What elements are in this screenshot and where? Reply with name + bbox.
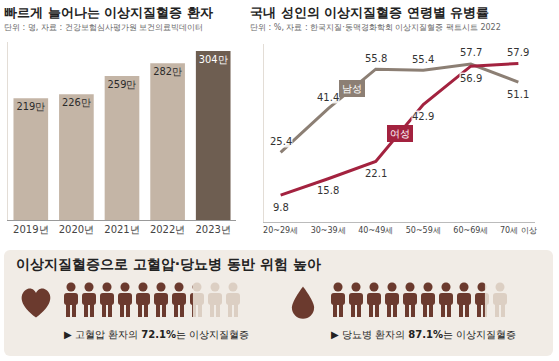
svg-text:15.8: 15.8 <box>317 185 339 196</box>
svg-text:304만: 304만 <box>199 54 228 65</box>
svg-text:70세 이상: 70세 이상 <box>500 226 537 235</box>
svg-text:219만: 219만 <box>16 101 45 112</box>
svg-text:9.8: 9.8 <box>273 202 289 213</box>
svg-text:41.4: 41.4 <box>317 92 339 103</box>
svg-text:40~49세: 40~49세 <box>358 226 393 235</box>
svg-text:여성: 여성 <box>390 128 410 139</box>
html-text:▶ 당뇨병 환자의87.1%는 이상지질혈증: ▶ 당뇨병 환자의87.1%는 이상지질혈증 <box>331 329 517 340</box>
svg-text:남성: 남성 <box>342 83 362 94</box>
svg-text:57.7: 57.7 <box>460 47 482 58</box>
svg-text:30~39세: 30~39세 <box>311 226 346 235</box>
html-text:빠르게 늘어나는 이상지질혈증 환자: 빠르게 늘어나는 이상지질혈증 환자 <box>4 5 213 20</box>
svg-text:55.8: 55.8 <box>365 53 387 64</box>
svg-text:57.9: 57.9 <box>507 47 529 58</box>
svg-text:282만: 282만 <box>153 66 182 77</box>
html-text:국내 성인의 이상지질혈증 연령별 유병률: 국내 성인의 이상지질혈증 연령별 유병률 <box>250 5 490 20</box>
svg-text:20~29세: 20~29세 <box>263 226 298 235</box>
html-text:▶ 고혈압 환자의72.1%는 이상지질혈증: ▶ 고혈압 환자의72.1%는 이상지질혈증 <box>64 329 250 340</box>
svg-text:2019년: 2019년 <box>13 224 48 235</box>
svg-text:2021년: 2021년 <box>104 224 139 235</box>
svg-text:2023년: 2023년 <box>195 224 230 235</box>
svg-text:25.4: 25.4 <box>270 136 292 147</box>
html-text:단위 : 명, 자료 : 건강보험심사평가원 보건의료빅데이: 단위 : 명, 자료 : 건강보험심사평가원 보건의료빅데이터 <box>4 23 204 32</box>
svg-text:56.9: 56.9 <box>460 73 482 84</box>
svg-text:22.1: 22.1 <box>365 168 387 179</box>
html-text:이상지질혈증으로 고혈압·당뇨병 동반 위험 높아: 이상지질혈증으로 고혈압·당뇨병 동반 위험 높아 <box>16 256 321 272</box>
svg-text:50~59세: 50~59세 <box>406 226 441 235</box>
svg-text:55.4: 55.4 <box>412 54 434 65</box>
svg-text:259만: 259만 <box>108 79 137 90</box>
svg-text:2020년: 2020년 <box>59 224 94 235</box>
svg-text:60~69세: 60~69세 <box>453 226 488 235</box>
svg-text:226만: 226만 <box>62 97 91 108</box>
svg-text:2022년: 2022년 <box>150 224 185 235</box>
svg-text:51.1: 51.1 <box>507 89 529 100</box>
html-text:단위 : %, 자료 : 한국지질·동맥경화학회 이상지질혈: 단위 : %, 자료 : 한국지질·동맥경화학회 이상지질혈증 팩트시트 202… <box>250 23 501 32</box>
svg-text:42.9: 42.9 <box>412 111 434 122</box>
